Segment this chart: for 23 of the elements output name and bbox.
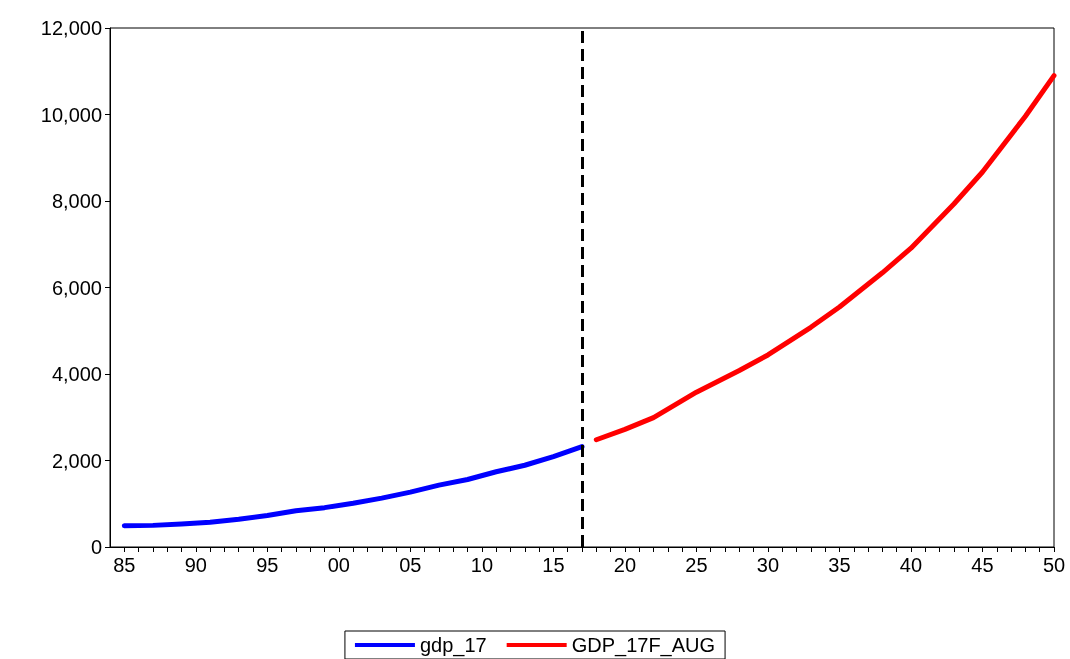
x-tick-label: 15 bbox=[542, 554, 565, 576]
y-tick-label: 10,000 bbox=[40, 103, 102, 126]
y-tick-label: 8,000 bbox=[51, 190, 102, 212]
x-tick-label: 30 bbox=[756, 554, 780, 576]
x-tick-label: 45 bbox=[971, 554, 994, 576]
x-tick-label: 25 bbox=[685, 554, 708, 576]
y-tick-label: 12,000 bbox=[40, 17, 102, 39]
x-tick-label: 35 bbox=[828, 554, 851, 576]
y-tick-label: 2,000 bbox=[51, 449, 102, 472]
x-tick-label: 40 bbox=[899, 554, 923, 576]
x-tick-label: 85 bbox=[113, 554, 136, 576]
legend-label: gdp_17 bbox=[419, 634, 487, 657]
y-tick-label: 4,000 bbox=[51, 363, 102, 385]
x-tick-label: 20 bbox=[613, 554, 637, 576]
y-tick-label: 0 bbox=[90, 536, 102, 558]
x-tick-label: 95 bbox=[256, 554, 279, 576]
legend-label: GDP_17F_AUG bbox=[571, 634, 716, 657]
x-tick-label: 50 bbox=[1042, 554, 1066, 576]
x-tick-label: 00 bbox=[327, 554, 350, 576]
x-tick-label: 10 bbox=[470, 554, 493, 576]
x-tick-label: 05 bbox=[399, 554, 422, 576]
y-tick-label: 6,000 bbox=[51, 276, 102, 299]
x-tick-label: 90 bbox=[184, 554, 207, 576]
